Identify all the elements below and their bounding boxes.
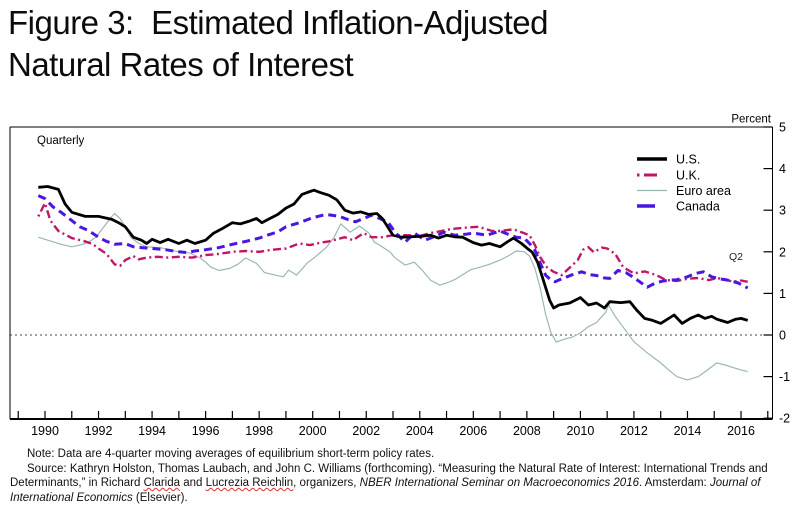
x-tick-label: 2014 [674, 424, 702, 438]
frequency-label: Quarterly [37, 135, 85, 147]
figure-title: Figure 3: Estimated Inflation-Adjusted N… [8, 2, 548, 86]
y-tick-label: 3 [779, 204, 786, 218]
y-tick-label: -1 [779, 370, 790, 384]
note-text: . Amsterdam: [639, 477, 710, 490]
x-tick-label: 2002 [352, 424, 380, 438]
spellcheck-flagged-text: Clarida [143, 477, 181, 490]
y-tick-label: 0 [779, 329, 786, 343]
note-text: (Elsevier). [132, 491, 188, 504]
x-tick-label: 2006 [459, 424, 487, 438]
x-tick-label: 2004 [406, 424, 434, 438]
italic-citation-text: NBER International Seminar on Macroecono… [359, 477, 639, 490]
note-text: Source: Kathryn Holston, Thomas Laubach,… [10, 462, 768, 490]
legend-label: U.S. [676, 153, 700, 167]
y-tick-label: 4 [779, 162, 786, 176]
chart-notes: Note: Data are 4-quarter moving averages… [10, 447, 796, 505]
legend-label: Canada [676, 200, 720, 214]
note-paragraph: Note: Data are 4-quarter moving averages… [10, 447, 796, 462]
y-tick-label: 5 [779, 121, 786, 135]
y-tick-label: 1 [779, 287, 786, 301]
x-tick-label: 1992 [85, 424, 113, 438]
y-tick-label: -2 [779, 412, 790, 426]
x-tick-label: 2010 [566, 424, 594, 438]
x-tick-label: 2012 [620, 424, 648, 438]
x-tick-label: 1998 [245, 424, 273, 438]
series-line-euro-area [38, 212, 748, 381]
axis-unit-label: Percent [731, 114, 771, 126]
legend-label: Euro area [676, 184, 731, 198]
x-tick-label: 1996 [192, 424, 220, 438]
x-tick-label: 2016 [727, 424, 755, 438]
note-paragraph: Source: Kathryn Holston, Thomas Laubach,… [10, 462, 796, 506]
x-tick-label: 2000 [299, 424, 327, 438]
series-line-u-s [38, 185, 749, 325]
spellcheck-flagged-text: Lucrezia Reichlin [205, 477, 294, 490]
legend-label: U.K. [676, 169, 700, 183]
italic-citation-text: Journal of International Economics [10, 477, 761, 504]
note-text: and [180, 477, 206, 490]
figure-title-line1: Figure 3: Estimated Inflation-Adjusted [8, 4, 548, 41]
x-tick-label: 1994 [138, 424, 166, 438]
x-tick-label: 2008 [513, 424, 541, 438]
series-line-u-k [37, 201, 748, 283]
y-tick-label: 2 [779, 245, 786, 259]
last-observation-label: Q2 [729, 251, 743, 263]
x-tick-label: 1990 [31, 424, 59, 438]
figure-title-line2: Natural Rates of Interest [8, 46, 354, 83]
note-text: , organizers, [293, 477, 360, 490]
note-text: Note: Data are 4-quarter moving averages… [27, 448, 435, 460]
